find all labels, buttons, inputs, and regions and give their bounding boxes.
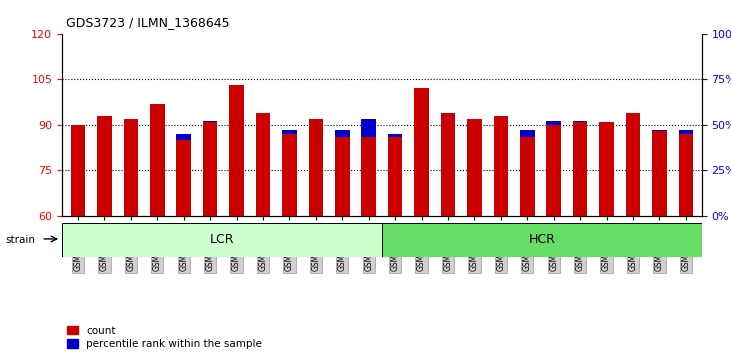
Bar xyxy=(652,131,667,216)
Bar xyxy=(414,114,429,216)
Bar xyxy=(282,130,297,216)
Bar xyxy=(573,121,588,216)
Bar xyxy=(97,121,112,216)
Bar xyxy=(467,121,482,216)
Bar xyxy=(361,119,376,216)
Bar xyxy=(361,137,376,216)
Bar xyxy=(467,119,482,216)
Bar xyxy=(150,114,164,216)
Bar xyxy=(203,122,217,216)
FancyBboxPatch shape xyxy=(382,223,702,257)
Bar xyxy=(335,137,349,216)
Bar xyxy=(520,137,534,216)
Bar xyxy=(97,116,112,216)
Bar xyxy=(71,125,86,216)
Bar xyxy=(678,130,693,216)
Bar xyxy=(308,119,323,216)
Bar xyxy=(308,119,323,216)
Bar xyxy=(652,130,667,216)
Bar xyxy=(203,121,217,216)
Bar xyxy=(176,140,191,216)
Legend: count, percentile rank within the sample: count, percentile rank within the sample xyxy=(67,326,262,349)
Bar xyxy=(678,134,693,216)
Bar xyxy=(626,113,640,216)
Bar xyxy=(441,113,455,216)
Bar xyxy=(388,134,403,216)
Bar xyxy=(626,125,640,216)
Bar xyxy=(124,119,138,216)
Bar xyxy=(230,114,244,216)
Bar xyxy=(573,122,588,216)
Text: LCR: LCR xyxy=(210,233,235,246)
Bar xyxy=(599,122,614,216)
Text: strain: strain xyxy=(6,235,36,245)
Bar xyxy=(414,88,429,216)
Bar xyxy=(150,103,164,216)
Bar xyxy=(520,130,534,216)
Bar xyxy=(282,134,297,216)
Text: GDS3723 / ILMN_1368645: GDS3723 / ILMN_1368645 xyxy=(66,16,230,29)
Bar xyxy=(256,114,270,216)
Bar xyxy=(124,121,138,216)
Bar xyxy=(599,125,614,216)
Bar xyxy=(493,118,508,216)
Bar xyxy=(176,134,191,216)
Bar xyxy=(230,85,244,216)
Bar xyxy=(547,125,561,216)
Bar xyxy=(547,121,561,216)
Bar xyxy=(493,116,508,216)
FancyBboxPatch shape xyxy=(62,223,382,257)
Bar xyxy=(335,130,349,216)
Text: HCR: HCR xyxy=(529,233,556,246)
Bar xyxy=(441,121,455,216)
Bar xyxy=(388,137,403,216)
Bar xyxy=(71,125,86,216)
Bar xyxy=(256,113,270,216)
